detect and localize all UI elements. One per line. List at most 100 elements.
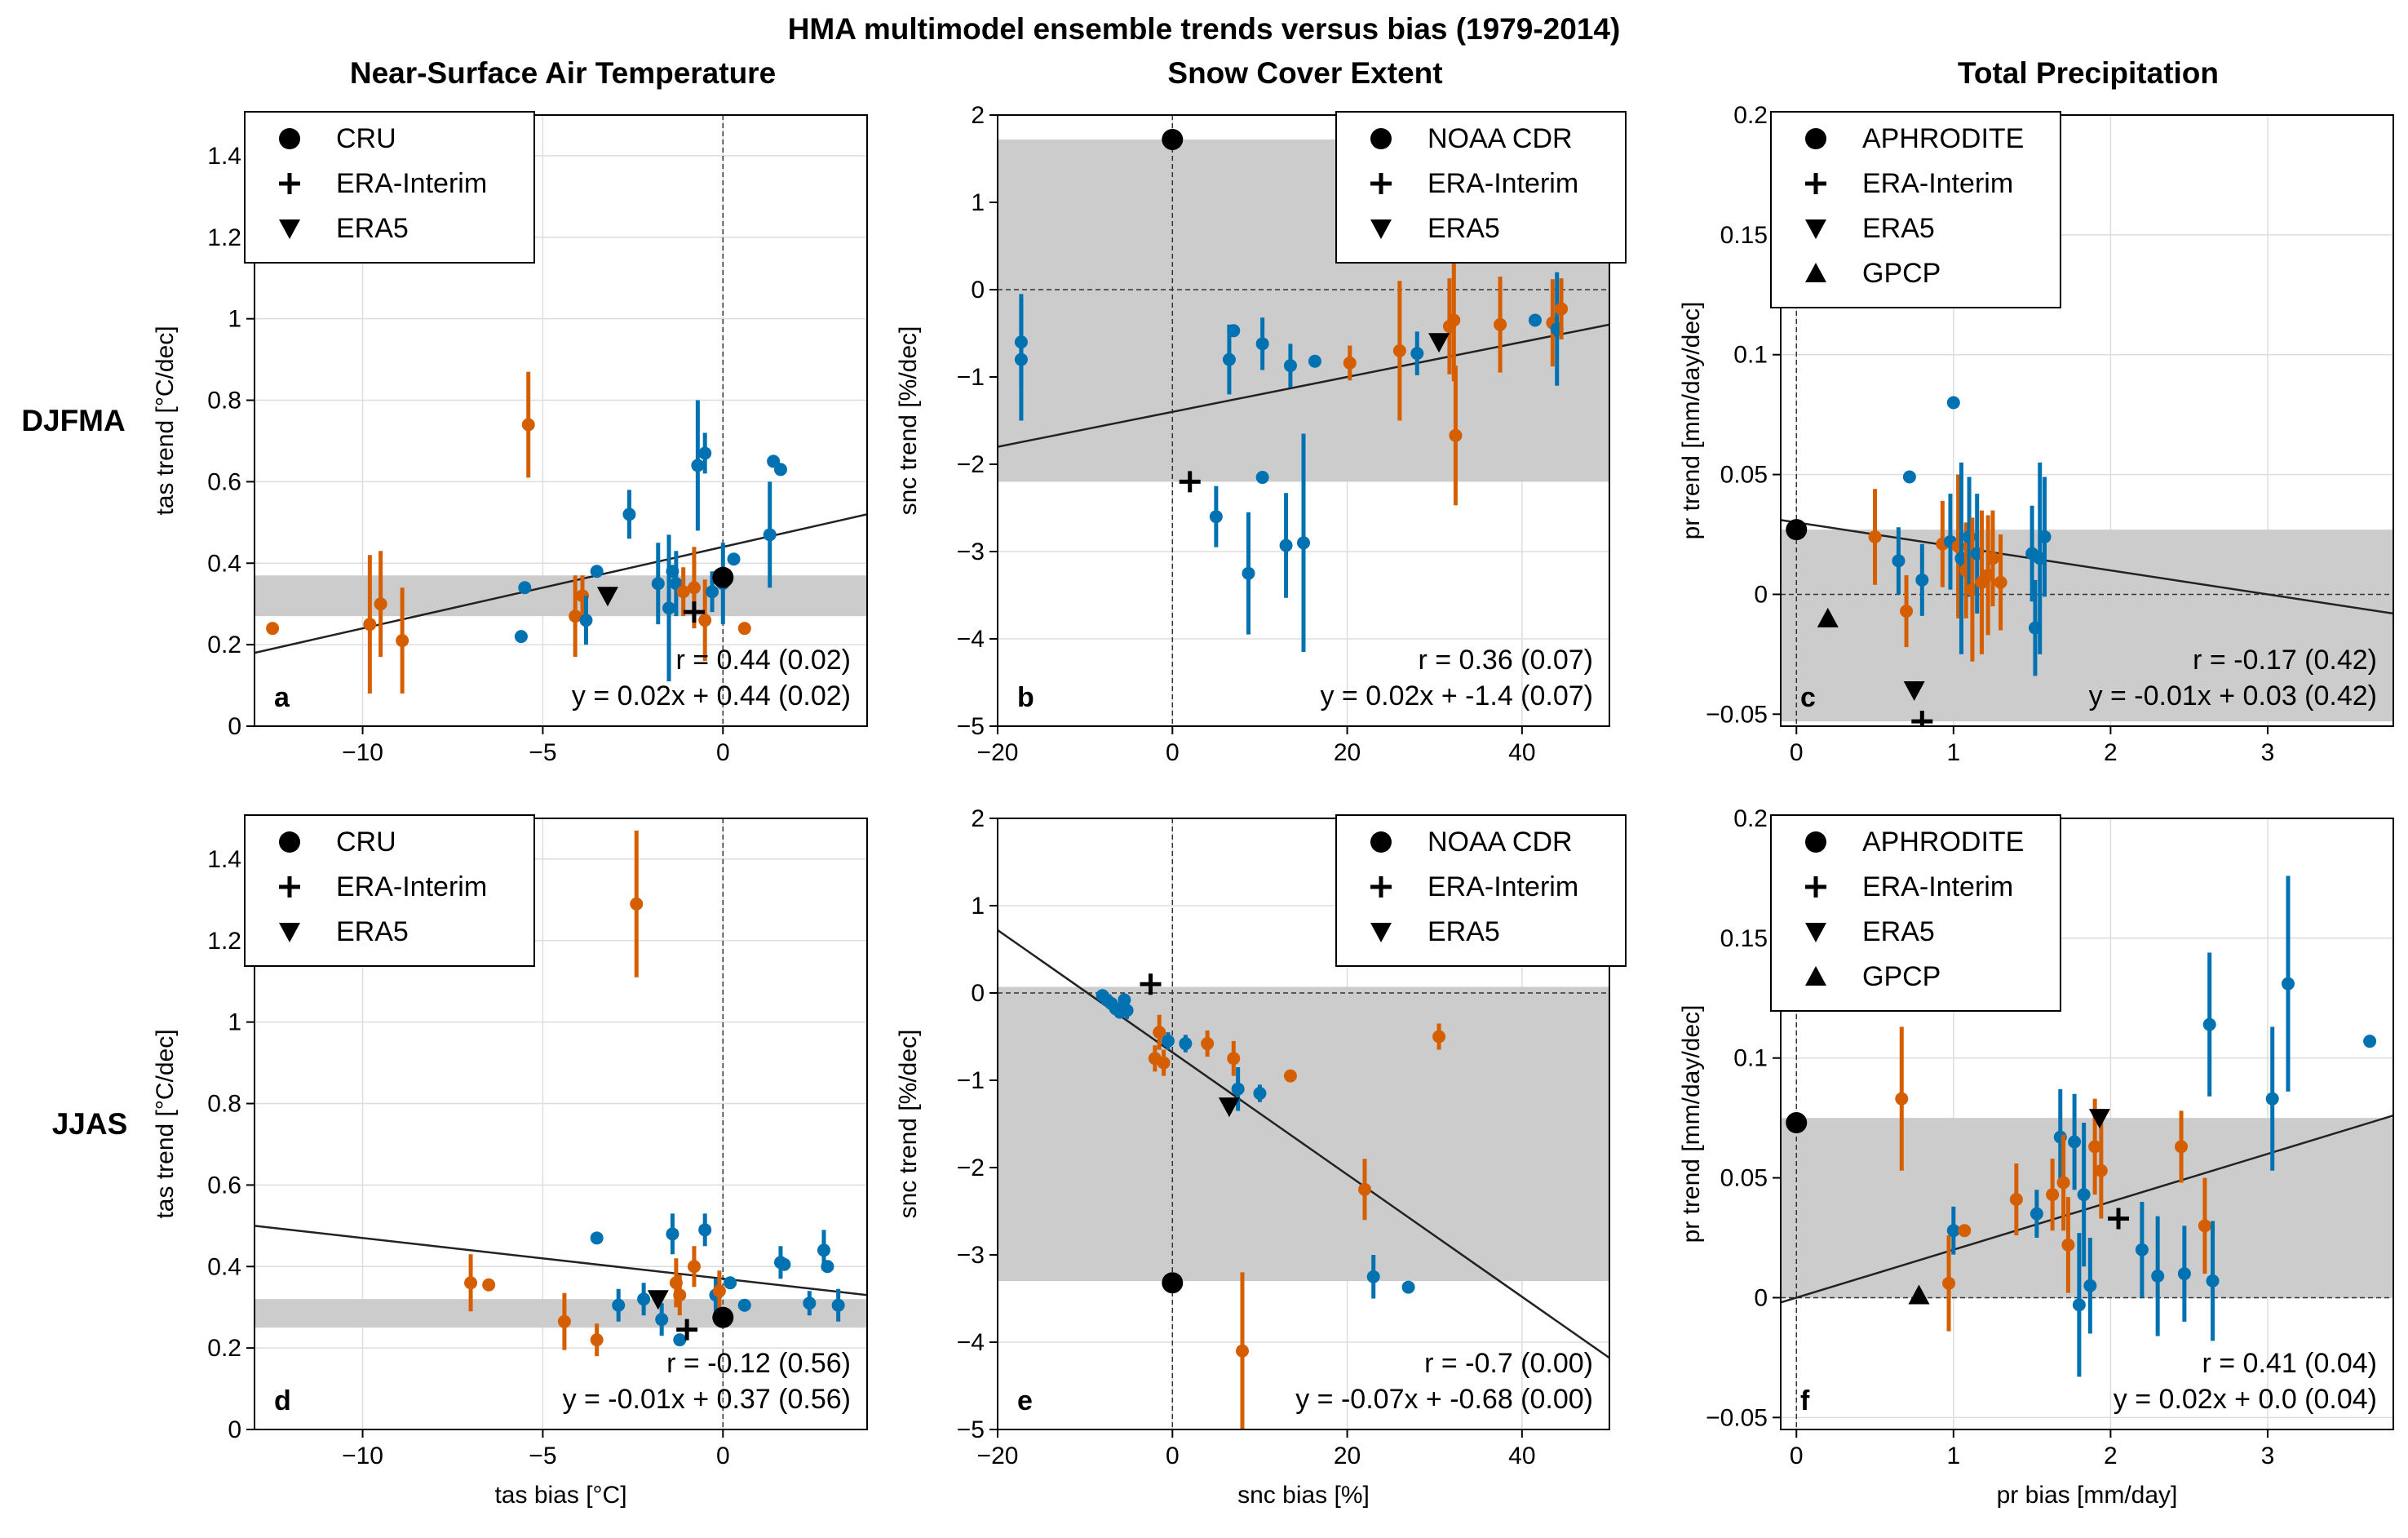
y-tick-label: 1.2 [207, 928, 241, 955]
plot-area [255, 115, 867, 726]
legend-label: GPCP [1862, 258, 1941, 289]
correlation-stat: r = -0.7 (0.00) [1424, 1348, 1593, 1379]
panel-letter: a [274, 682, 290, 713]
model-point [1343, 345, 1357, 381]
y-tick-label: 0.2 [1733, 102, 1768, 129]
y-axis-label: snc trend [%/dec] [895, 1030, 922, 1219]
model-point [1985, 510, 1999, 607]
model-point [2083, 1238, 2097, 1334]
model-marker [630, 897, 644, 911]
model-marker [1283, 359, 1297, 373]
model-point [1946, 396, 1960, 410]
panel-c: 0 1 2 3 −0.05 0 0.05 0.1 0.15 0.2 pr trend [mm/day… [1678, 102, 2394, 766]
model-marker [2206, 1274, 2220, 1288]
legend-marker [1370, 876, 1392, 898]
model-point [1946, 1206, 1960, 1255]
legend-label: ERA5 [336, 916, 409, 947]
model-marker [651, 577, 665, 591]
legend-marker [1805, 219, 1826, 239]
model-point [698, 579, 712, 662]
model-marker [2151, 1270, 2165, 1283]
regression-line [1781, 1115, 2393, 1304]
model-point [1014, 298, 1028, 421]
model-point [803, 1291, 817, 1316]
model-marker [712, 1284, 726, 1298]
model-marker [1892, 554, 1906, 568]
regression-equation: y = -0.01x + 0.37 (0.56) [563, 1384, 851, 1415]
model-marker [1915, 573, 1929, 587]
model-point [2038, 476, 2052, 597]
obs-marker-era-interim [676, 1319, 698, 1341]
column-title-snow: Snow Cover Extent [1167, 56, 1442, 90]
model-point [2281, 875, 2295, 1092]
legend-label: ERA-Interim [1428, 168, 1578, 199]
model-point [651, 543, 665, 625]
model-point [687, 1246, 701, 1288]
model-point [706, 571, 719, 613]
model-marker [464, 1276, 478, 1290]
model-marker [763, 528, 777, 542]
legend: CRU ERA-Interim ERA5 [244, 814, 535, 967]
y-axis-label: snc trend [%/dec] [895, 326, 922, 516]
model-marker [2072, 1298, 2086, 1312]
model-point [2206, 1221, 2220, 1341]
correlation-stat: r = -0.17 (0.42) [2193, 645, 2377, 676]
legend-label: CRU [336, 827, 396, 858]
legend-label: NOAA CDR [1428, 123, 1573, 154]
model-marker [557, 1314, 571, 1328]
model-point [1868, 489, 1882, 585]
model-marker [1902, 470, 1916, 484]
model-marker [1253, 1087, 1267, 1101]
model-point [1242, 512, 1255, 635]
y-tick-label: 0.15 [1720, 222, 1768, 249]
model-marker [1279, 539, 1293, 552]
model-marker [521, 418, 535, 432]
obs-marker-gpcp [1817, 607, 1839, 627]
plot-area [255, 818, 867, 1429]
model-marker [2265, 1092, 2279, 1106]
model-marker [1358, 1182, 1371, 1196]
column-title-temperature: Near-Surface Air Temperature [350, 56, 776, 90]
model-point [2009, 1163, 2023, 1236]
x-tick-label: 1 [1946, 739, 1960, 766]
model-point [691, 400, 705, 531]
model-marker [1942, 1276, 1956, 1290]
model-marker [1392, 344, 1406, 357]
model-point [1994, 534, 2007, 631]
model-point [1366, 1255, 1380, 1299]
model-marker [266, 622, 280, 636]
x-axis-label: snc bias [%] [1237, 1482, 1370, 1509]
model-point [1279, 493, 1293, 598]
y-axis-label: tas trend [°C/dec] [152, 326, 179, 515]
model-marker [1231, 1082, 1245, 1096]
legend-label: GPCP [1862, 961, 1941, 992]
model-point [2068, 1093, 2082, 1190]
model-point [831, 1288, 845, 1322]
x-tick-label: −10 [342, 739, 383, 766]
row-label-djfma: DJFMA [21, 404, 125, 437]
x-tick-label: 2 [2104, 739, 2118, 766]
model-point [737, 622, 751, 636]
x-tick-label: 0 [716, 739, 730, 766]
model-marker [1283, 1069, 1297, 1083]
x-tick-label: 20 [1334, 739, 1361, 766]
obs-marker-era-interim [2108, 1208, 2130, 1230]
model-point [1308, 354, 1321, 368]
model-marker [727, 552, 741, 566]
model-marker [698, 614, 712, 627]
model-point [2177, 1226, 2191, 1322]
model-marker [1222, 352, 1236, 366]
model-point [698, 1213, 712, 1247]
y-tick-label: −3 [957, 1242, 985, 1269]
panel-letter: f [1800, 1385, 1810, 1416]
model-marker [737, 622, 751, 636]
legend-marker [279, 128, 300, 149]
model-point [655, 1303, 669, 1336]
model-point [673, 1274, 687, 1316]
model-point [712, 1270, 726, 1312]
legend: CRU ERA-Interim ERA5 [244, 111, 535, 264]
model-marker [1227, 1052, 1241, 1066]
model-point [612, 1288, 626, 1322]
model-point [1494, 276, 1507, 373]
legend-label: APHRODITE [1862, 123, 2024, 154]
